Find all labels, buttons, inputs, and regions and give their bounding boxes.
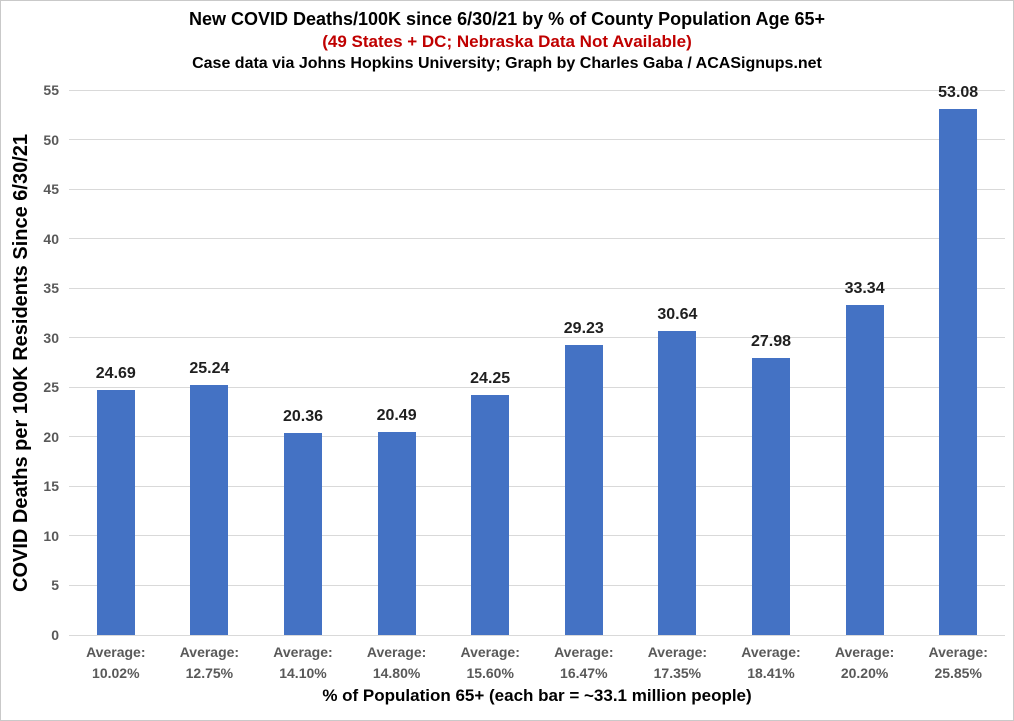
gridline	[69, 634, 1005, 636]
category-label-prefix: Average:	[460, 644, 520, 660]
bar-value-label: 24.25	[470, 369, 511, 387]
category-label-prefix: Average:	[554, 644, 614, 660]
category-label: Average: 14.10%	[256, 642, 350, 684]
bar	[939, 109, 978, 635]
category-label-value: 14.10%	[279, 665, 327, 681]
y-tick-label: 50	[43, 131, 59, 148]
chart-subtitle: (49 States + DC; Nebraska Data Not Avail…	[322, 32, 692, 51]
category-label-value: 20.20%	[840, 665, 889, 681]
gridline	[69, 89, 1005, 91]
bar-value-label: 29.23	[563, 320, 604, 338]
y-tick-label: 5	[51, 577, 59, 594]
bar	[658, 331, 697, 635]
x-axis-title: % of Population 65+ (each bar = ~33.1 mi…	[322, 686, 752, 705]
category-label-prefix: Average:	[86, 644, 146, 660]
bar	[845, 304, 884, 635]
y-tick-label: 15	[43, 478, 59, 495]
gridline	[69, 485, 1005, 487]
bar	[564, 345, 603, 635]
y-tick-label: 10	[43, 527, 59, 544]
bar	[190, 384, 229, 635]
bar-value-label: 30.64	[657, 306, 698, 324]
bar	[377, 431, 416, 635]
category-label-value: 25.85%	[934, 665, 982, 681]
category-label: Average: 12.75%	[163, 642, 257, 684]
category-label: Average: 18.41%	[724, 642, 818, 684]
title-block: New COVID Deaths/100K since 6/30/21 by %…	[1, 8, 1013, 74]
y-tick-label: 45	[43, 181, 59, 198]
category-label: Average: 16.47%	[537, 642, 631, 684]
gridline	[69, 535, 1005, 537]
y-tick-label: 25	[43, 379, 59, 396]
y-axis-title-wrap: COVID Deaths per 100K Residents Since 6/…	[3, 90, 39, 635]
plot-area: 24.69 25.24 20.36 20.49 24.25 29.23 30.64 27.98…	[69, 84, 1005, 636]
gridline	[69, 139, 1005, 141]
category-label: Average: 14.80%	[350, 642, 444, 684]
y-tick-label: 40	[43, 230, 59, 247]
bar	[752, 357, 790, 635]
category-label-prefix: Average:	[647, 644, 708, 660]
category-label-value: 14.80%	[372, 665, 421, 681]
gridline	[69, 436, 1005, 438]
category-label: Average: 25.85%	[911, 642, 1005, 684]
category-label-value: 17.35%	[653, 665, 702, 681]
bar-value-label: 33.34	[844, 279, 885, 297]
category-label-prefix: Average:	[273, 644, 333, 660]
y-axis-title: COVID Deaths per 100K Residents Since 6/…	[9, 133, 32, 592]
gridline	[69, 287, 1005, 289]
chart-credit: Case data via Johns Hopkins University; …	[192, 55, 822, 72]
category-label-value: 15.60%	[466, 665, 514, 681]
gridline	[69, 337, 1005, 339]
category-label-prefix: Average:	[834, 644, 895, 660]
category-label-prefix: Average:	[366, 644, 427, 660]
chart-title: New COVID Deaths/100K since 6/30/21 by %…	[188, 9, 825, 29]
y-tick-label: 20	[43, 428, 59, 445]
y-tick-label: 30	[43, 329, 59, 346]
category-label: Average: 17.35%	[631, 642, 725, 684]
bar-value-label: 53.08	[938, 84, 979, 102]
bar-value-label: 25.24	[189, 359, 230, 377]
bar	[471, 394, 510, 635]
bar	[284, 433, 322, 635]
y-tick-label: 0	[51, 627, 59, 643]
gridline	[69, 188, 1005, 190]
bar-value-label: 20.49	[376, 406, 417, 424]
category-label-value: 18.41%	[747, 665, 795, 681]
category-label: Average: 20.20%	[818, 642, 912, 684]
category-label: Average: 10.02%	[69, 642, 163, 684]
category-label-prefix: Average:	[741, 644, 801, 660]
gridline	[69, 386, 1005, 388]
y-tick-label: 55	[43, 82, 59, 98]
bar-value-label: 24.69	[95, 365, 136, 383]
bar	[96, 390, 135, 635]
category-label-prefix: Average:	[928, 644, 988, 660]
y-tick-label: 35	[43, 280, 59, 297]
gridline	[69, 584, 1005, 586]
category-label: Average: 15.60%	[443, 642, 537, 684]
category-label-value: 12.75%	[185, 665, 234, 681]
category-label-value: 10.02%	[92, 665, 140, 681]
bar-value-label: 27.98	[750, 332, 792, 350]
gridline	[69, 238, 1005, 240]
category-label-value: 16.47%	[560, 665, 608, 681]
category-label-prefix: Average:	[179, 644, 240, 660]
x-axis-category-labels: Average: 10.02% Average: 12.75% Average: 14.1…	[69, 642, 1005, 686]
bar-value-label: 20.36	[282, 408, 324, 426]
